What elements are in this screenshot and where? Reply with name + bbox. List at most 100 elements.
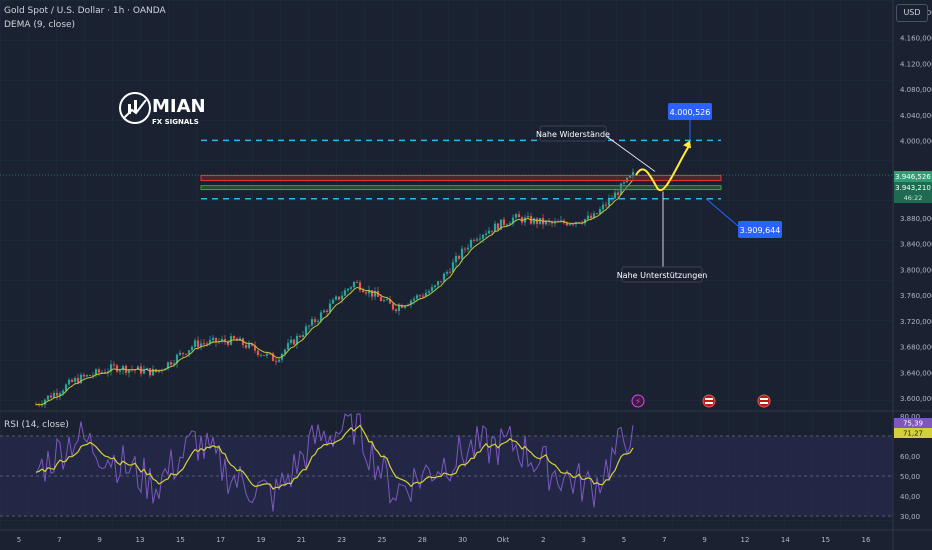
projection-arrow[interactable] (635, 143, 691, 192)
time-tick-label: 15 (176, 536, 185, 544)
countdown-tag-bg (894, 193, 932, 203)
candle-body (328, 303, 332, 313)
time-tick-label: 7 (57, 536, 61, 544)
candle-body (169, 362, 173, 365)
candle-body (361, 290, 365, 293)
candle-body (490, 230, 494, 232)
candle-body (385, 299, 389, 301)
support-callout[interactable]: Nahe Unterstützungen (617, 266, 708, 283)
candle-body (265, 353, 269, 356)
candle-body (112, 364, 116, 366)
candle-body (496, 223, 500, 230)
candle-body (571, 223, 575, 225)
rsi-value-tags: 75,39 71,27 (894, 418, 932, 438)
candle-body (88, 374, 92, 376)
us-flag-event-icon[interactable] (702, 394, 716, 408)
projection-arrow-head (683, 140, 691, 149)
resistance-label: Nahe Widerstände (536, 130, 610, 139)
candle-body (430, 287, 434, 292)
logo-candle-icon (134, 100, 137, 112)
candle-body (439, 281, 443, 282)
rsi-ma-tag-bg (894, 428, 932, 438)
event-icons[interactable]: ⚡ (631, 394, 771, 408)
candle-body (583, 219, 587, 224)
candle-body (85, 374, 89, 377)
candle-body (442, 273, 446, 282)
candle-body (115, 365, 119, 372)
chart-title[interactable]: Gold Spot / U.S. Dollar · 1h · OANDA (4, 6, 166, 16)
rsi-tick-label: 30,00 (900, 513, 920, 521)
candle-body (625, 177, 629, 183)
price-tick-label: 4.000,000 (900, 138, 932, 146)
candle-body (82, 374, 86, 377)
target-price-callout[interactable]: 4.000,526 (668, 103, 712, 120)
candle-body (346, 288, 350, 291)
rsi-indicator-label[interactable]: RSI (14, close) (4, 420, 69, 430)
resistance-zone[interactable] (200, 174, 722, 182)
candle-body (211, 337, 215, 340)
candle-body (313, 319, 317, 322)
candle-body (433, 285, 437, 288)
candle-body (403, 305, 407, 308)
price-tick-label: 4.160,000 (900, 35, 932, 43)
candle-body (550, 221, 554, 224)
rsi-axis[interactable]: 80,00 60,00 50,00 40,00 30,00 (900, 413, 920, 521)
candle-body (400, 305, 404, 308)
time-tick-label: 30 (458, 536, 467, 544)
time-tick-label: 28 (418, 536, 427, 544)
rsi-tick-label: 80,00 (900, 413, 920, 421)
candle-body (445, 271, 449, 274)
price-tick-label: 3.640,000 (900, 369, 932, 377)
candle-body (193, 340, 197, 347)
candle-body (394, 309, 398, 312)
price-tick-label: 3.760,000 (900, 292, 932, 300)
dema-line (35, 179, 634, 406)
candle-body (466, 247, 470, 250)
candle-body (577, 222, 581, 224)
candle-body (358, 282, 362, 291)
candle-body (184, 353, 188, 355)
candle-body (103, 371, 107, 373)
candle-body (178, 352, 182, 355)
candle-body (391, 303, 395, 310)
candle-body (151, 368, 155, 376)
price-axis[interactable]: 4.200,0004.160,0004.120,0004.080,0004.04… (900, 9, 932, 403)
candle-body (628, 175, 632, 178)
candle-body (220, 339, 224, 342)
candle-body (46, 395, 50, 400)
candle-body (256, 350, 260, 355)
candle-body (43, 399, 47, 405)
candle-body (109, 364, 113, 372)
logo-arrow-icon (123, 99, 147, 119)
candle-body (79, 374, 83, 384)
candle-body (331, 299, 335, 304)
lightning-event-icon[interactable] (631, 394, 645, 408)
candle-body (517, 214, 521, 218)
support-price-label: 3.909,644 (740, 226, 781, 235)
candle-body (166, 362, 170, 369)
candle-body (448, 271, 452, 273)
candle-body (268, 353, 272, 355)
candle-body (364, 292, 368, 294)
resistance-callout[interactable]: Nahe Widerstände (536, 125, 610, 142)
candle-body (463, 248, 467, 250)
candle-body (409, 300, 413, 305)
us-flag-event-icon[interactable] (757, 394, 771, 408)
candle-body (127, 369, 131, 373)
dema-indicator-label[interactable]: DEMA (9, close) (4, 20, 76, 30)
time-axis[interactable]: 5 7 9 13 15 17 19 21 23 25 28 30 Okt 2 3 5 7 9 12 14 15 16 (17, 536, 871, 544)
time-tick-label: 5 (17, 536, 21, 544)
candle-body (259, 354, 263, 356)
price-tick-label: 4.080,000 (900, 86, 932, 94)
candle-body (277, 359, 281, 362)
time-tick-label: 12 (741, 536, 750, 544)
support-price-callout[interactable]: 3.909,644 (738, 221, 782, 238)
support-zone[interactable] (200, 185, 722, 191)
time-tick-label: 7 (662, 536, 666, 544)
currency-button[interactable]: USD (896, 4, 928, 22)
candle-body (622, 182, 626, 184)
candle-body (343, 290, 347, 296)
candle-body (481, 234, 485, 239)
candle-body (484, 233, 488, 235)
